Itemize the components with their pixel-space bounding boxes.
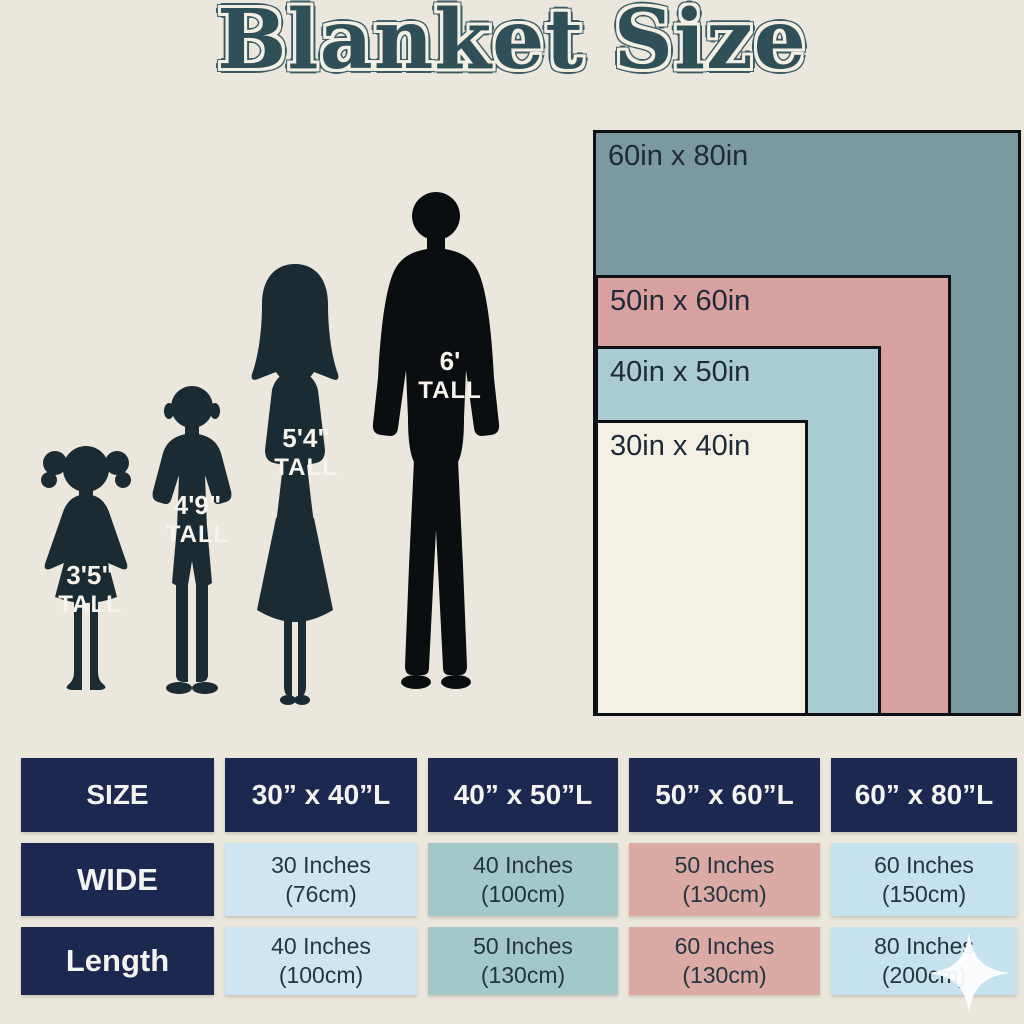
woman-tall-text: TALL [274,453,338,481]
boy-silhouette [152,386,232,694]
table-cell-length-50x60: 60 Inches (130cm) [629,927,820,995]
table-header-30x40-text: 30” x 40”L [251,779,391,810]
cell-value-metric: (130cm) [682,880,767,907]
man-tall-text: TALL [418,376,482,404]
table-header-size-text: SIZE [86,779,149,810]
blanket-size-label-40x50: 40in x 50in [610,356,751,388]
table-header-40x50: 40” x 50”L [428,758,618,832]
blanket-size-label-50x60: 50in x 60in [610,285,751,317]
blanket-size-label-60x80: 60in x 80in [608,140,749,172]
boy-height-label: 4'9" TALL [150,490,245,549]
cell-value: 60 Inches [674,933,775,959]
cell-value: 30 Inches [271,851,371,878]
table-header-50x60: 50” x 60”L [629,758,820,832]
cell-value-metric: (130cm) [480,962,566,988]
boy-height-value: 4'9" [173,490,222,520]
table-cell-wide-60x80: 60 Inches (150cm) [831,843,1017,916]
table-cell-length-30x40: 40 Inches (100cm) [225,927,417,995]
girl-tall-text: TALL [58,590,122,618]
table-cell-wide-40x50: 40 Inches (100cm) [428,843,618,916]
table-rowheader-length: Length [21,927,214,995]
cell-value: 80 Inches [874,933,974,959]
cell-value-metric: (76cm) [285,880,357,907]
table-header-40x50-text: 40” x 50”L [453,779,593,810]
table-header-60x80: 60” x 80”L [831,758,1017,832]
table-rowheader-wide: WIDE [21,843,214,916]
boy-tall-text: TALL [165,520,230,548]
man-height-value: 6' [439,346,461,376]
cell-value-metric: (130cm) [682,962,767,988]
woman-silhouette [251,264,339,705]
blanket-rect-30x40: 30in x 40in [595,420,808,716]
cell-value-metric: (150cm) [881,880,967,907]
cell-value-metric: (100cm) [480,880,566,907]
man-silhouette [372,192,500,689]
woman-height-label: 5'4" TALL [258,423,354,482]
girl-height-label: 3'5" TALL [44,560,136,619]
cell-value-metric: (100cm) [278,962,364,988]
size-table: SIZE 30” x 40”L 40” x 50”L 50” x 60”L 60… [21,758,1017,995]
cell-value: 50 Inches [473,933,573,959]
table-cell-wide-50x60: 50 Inches (130cm) [629,843,820,916]
table-rowheader-wide-text: WIDE [77,861,158,897]
table-rowheader-length-text: Length [65,943,170,978]
table-header-30x40: 30” x 40”L [225,758,417,832]
page-title: Blanket Size [217,0,807,88]
table-header-50x60-text: 50” x 60”L [655,779,794,810]
girl-height-value: 3'5" [66,560,114,590]
table-header-size: SIZE [21,758,214,832]
sparkle-icon [929,933,1009,1013]
man-height-label: 6' TALL [402,346,498,405]
woman-height-value: 5'4" [282,423,330,453]
cell-value: 60 Inches [874,851,974,878]
cell-value: 50 Inches [674,851,775,878]
table-header-60x80-text: 60” x 80”L [854,779,994,810]
blanket-size-label-30x40: 30in x 40in [610,430,751,462]
girl-silhouette [41,446,131,690]
table-cell-length-60x80: 80 Inches (200cm) [831,927,1017,995]
table-cell-wide-30x40: 30 Inches (76cm) [225,843,417,916]
cell-value: 40 Inches [271,933,371,959]
cell-value: 40 Inches [473,851,573,878]
table-cell-length-40x50: 50 Inches (130cm) [428,927,618,995]
